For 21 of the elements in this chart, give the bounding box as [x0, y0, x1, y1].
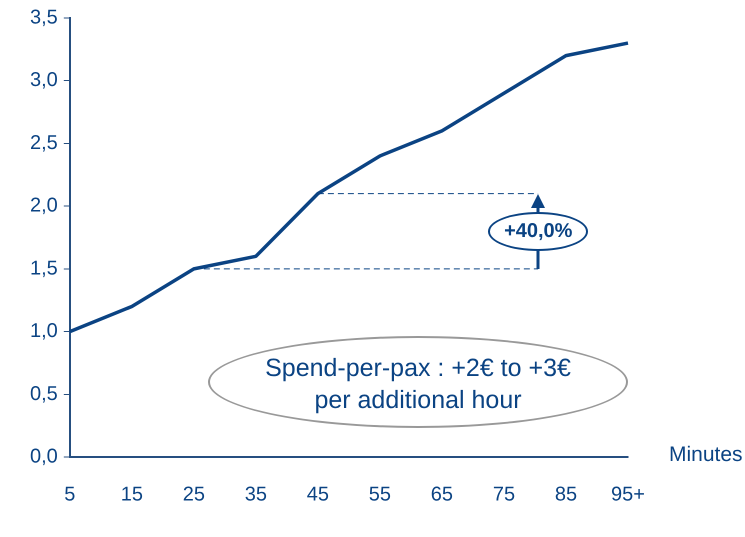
y-tick-label: 1,5 [30, 257, 58, 280]
x-tick-label: 75 [492, 484, 516, 506]
y-tick-label: 0,0 [30, 446, 58, 468]
x-tick-label: 85 [554, 484, 578, 506]
y-tick-label: 3,0 [30, 69, 58, 92]
x-tick-label: 35 [244, 484, 267, 506]
x-tick-label: 65 [430, 484, 454, 506]
x-tick-label: 95+ [611, 484, 645, 506]
annotation: Spend-per-pax : +2€ to +3€ per additional hour [208, 336, 628, 428]
x-tick-label: 5 [64, 484, 76, 506]
y-tick-label: 0,5 [30, 382, 58, 405]
y-tick-label: 2,5 [30, 132, 58, 154]
x-axis-title: Minutes [669, 443, 743, 467]
y-tick-label: 2,0 [30, 194, 58, 217]
x-tick-label: 15 [120, 484, 143, 506]
y-tick-label: 3,5 [30, 6, 58, 29]
annotation: +40,0% [488, 212, 588, 251]
x-tick-label: 55 [368, 484, 392, 506]
y-tick-label: 1,0 [30, 320, 58, 342]
x-tick-label: 45 [306, 484, 330, 506]
x-tick-label: 25 [182, 484, 205, 506]
